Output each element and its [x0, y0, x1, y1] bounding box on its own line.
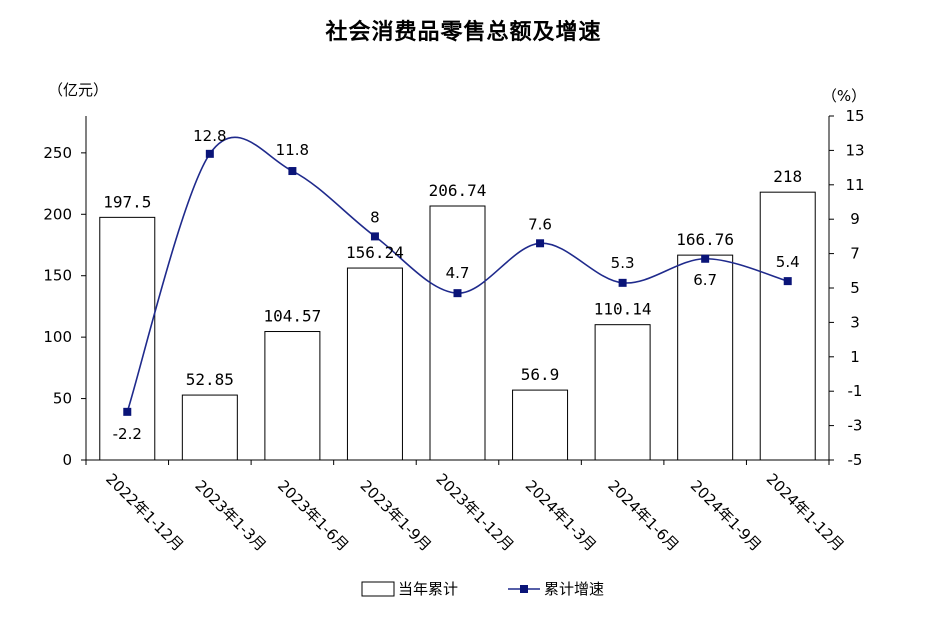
right-axis-unit: （%）	[822, 87, 866, 105]
right-tick-label: 1	[850, 348, 860, 366]
right-tick-label: 7	[850, 245, 860, 263]
bar-value-label: 156.24	[346, 243, 404, 262]
bar-value-label: 206.74	[429, 181, 487, 200]
line-value-label: 8	[370, 208, 380, 226]
left-tick-label: 50	[53, 390, 72, 408]
x-category-label: 2024年1-3月	[522, 477, 600, 555]
line-value-label: -2.2	[113, 425, 142, 443]
bar	[759, 191, 816, 461]
bar	[677, 254, 734, 461]
x-category-label: 2024年1-12月	[763, 470, 848, 555]
growth-rate-marker	[370, 232, 379, 241]
chart-title: 社会消费品零售总额及增速	[325, 19, 602, 45]
bar	[264, 331, 321, 461]
right-tick-label: -5	[848, 451, 863, 469]
line-value-label: 11.8	[276, 141, 309, 159]
x-category-label: 2022年1-12月	[102, 470, 187, 555]
bar-value-label: 56.9	[521, 365, 560, 384]
bar	[594, 324, 651, 461]
bar	[346, 267, 403, 461]
legend-line-label: 累计增速	[544, 580, 604, 598]
right-tick-label: -3	[848, 417, 863, 435]
left-tick-label: 200	[43, 205, 72, 223]
growth-rate-marker	[288, 167, 297, 176]
left-tick-label: 150	[43, 267, 72, 285]
right-tick-label: 15	[845, 107, 864, 125]
line-value-label: 7.6	[528, 215, 552, 233]
growth-rate-marker	[205, 149, 214, 158]
legend-bar-swatch	[361, 581, 395, 597]
bar	[181, 394, 238, 461]
right-tick-label: 11	[845, 176, 864, 194]
bar-value-label: 197.5	[103, 192, 151, 211]
left-tick-label: 100	[43, 328, 72, 346]
growth-rate-marker	[701, 254, 710, 263]
left-tick-label: 250	[43, 144, 72, 162]
right-tick-label: -1	[848, 382, 863, 400]
right-tick-label: 13	[845, 141, 864, 159]
bar-value-label: 110.14	[594, 300, 652, 319]
right-tick-label: 3	[850, 313, 860, 331]
x-category-label: 2023年1-3月	[191, 477, 269, 555]
bar	[512, 389, 569, 461]
growth-rate-marker	[783, 277, 792, 286]
line-value-label: 5.3	[611, 254, 635, 272]
x-category-label: 2023年1-9月	[357, 477, 435, 555]
x-category-label: 2023年1-6月	[274, 477, 352, 555]
left-tick-label: 0	[62, 451, 72, 469]
growth-rate-marker	[453, 289, 462, 298]
x-category-label: 2024年1-9月	[687, 477, 765, 555]
line-value-label: 5.4	[776, 253, 800, 271]
x-category-label: 2024年1-6月	[604, 477, 682, 555]
bar-value-label: 218	[773, 167, 802, 186]
x-category-label: 2023年1-12月	[432, 470, 517, 555]
growth-rate-marker	[536, 239, 545, 248]
bar	[99, 216, 156, 461]
line-value-label: 6.7	[693, 271, 717, 289]
bar	[429, 205, 486, 461]
left-axis-unit: （亿元）	[48, 81, 108, 99]
legend-bar-label: 当年累计	[398, 580, 458, 598]
legend-line-marker	[520, 585, 528, 593]
line-value-label: 12.8	[193, 127, 226, 145]
bar-value-label: 52.85	[186, 370, 234, 389]
right-tick-label: 9	[850, 210, 860, 228]
growth-rate-marker	[123, 407, 132, 416]
growth-rate-marker	[618, 278, 627, 287]
bar-value-label: 104.57	[263, 307, 321, 326]
line-value-label: 4.7	[446, 264, 470, 282]
bar-value-label: 166.76	[676, 230, 734, 249]
right-tick-label: 5	[850, 279, 860, 297]
